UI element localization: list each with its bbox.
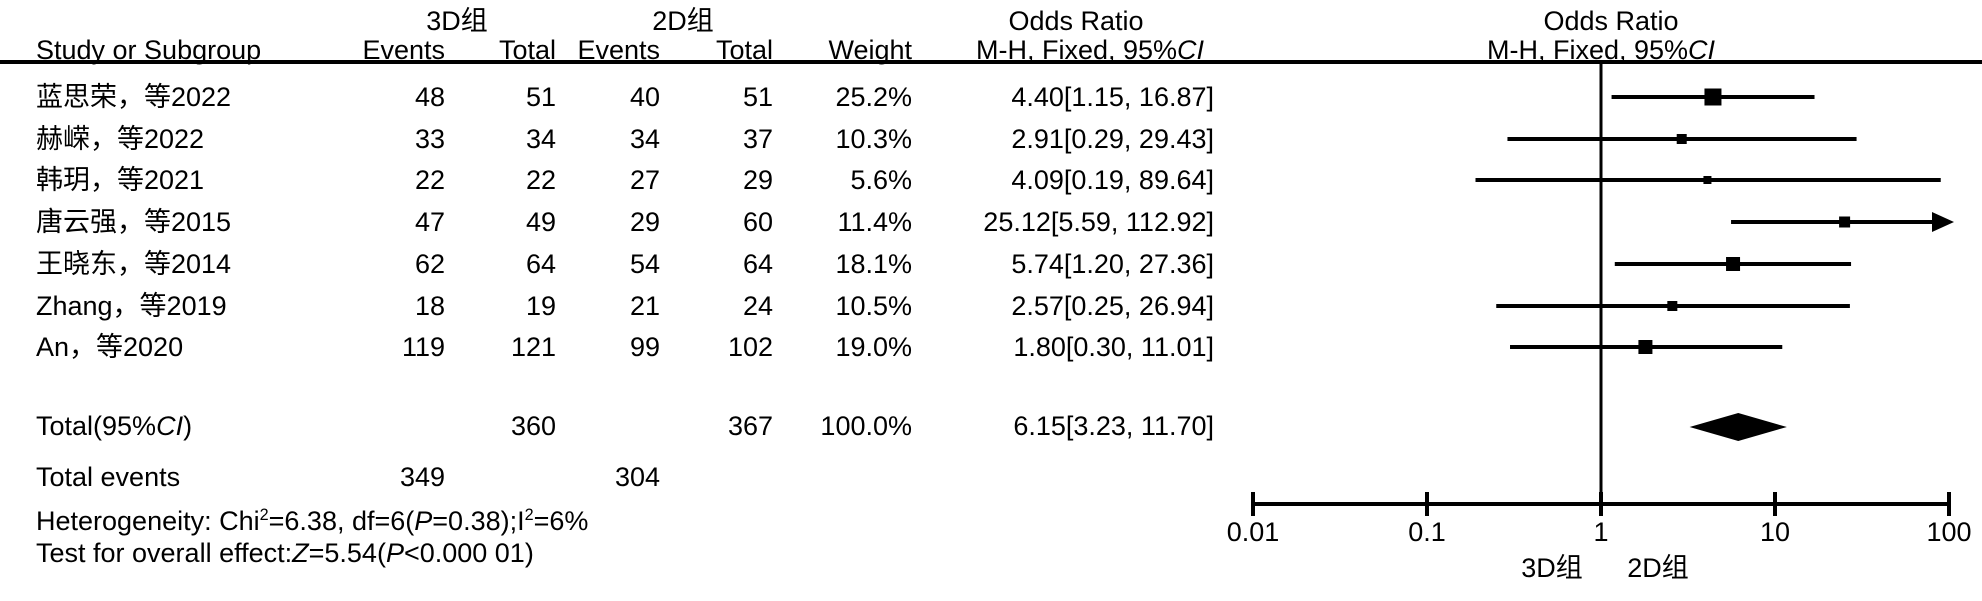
column-header-total-3d: Total bbox=[498, 35, 556, 65]
axis-tick-label: 0.1 bbox=[1408, 517, 1446, 547]
total-or-value: 6.15[3.23, 11.70] bbox=[1013, 411, 1214, 441]
total-2d-value: 37 bbox=[742, 124, 773, 154]
events-2d-value: 29 bbox=[629, 207, 660, 237]
column-header-total-2d: Total bbox=[715, 35, 773, 65]
events-3d-value: 22 bbox=[414, 165, 445, 195]
table-row: 唐云强，等2015 47 49 29 60 11.4% 25.12[5.59, 112.92… bbox=[0, 201, 1982, 243]
axis-tick-label: 100 bbox=[1926, 517, 1972, 547]
group-header-3d: 3D组 bbox=[426, 6, 488, 36]
overall-effect-text: Test for overall effect:Z=5.54(P<0.000 0… bbox=[36, 538, 534, 568]
study-label: 王晓东，等2014 bbox=[36, 249, 232, 279]
column-header-mh-ci-text: M-H, Fixed, 95%CI bbox=[975, 35, 1205, 65]
events-2d-value: 34 bbox=[629, 124, 660, 154]
axis-tick-label: 0.01 bbox=[1226, 517, 1280, 547]
study-label: 蓝思荣，等2022 bbox=[36, 82, 232, 112]
column-header-weight: Weight bbox=[828, 35, 912, 65]
events-2d-value: 54 bbox=[629, 249, 660, 279]
total-row: Total(95%CI) 360 367 100.0% 6.15[3.23, 1… bbox=[0, 405, 1982, 447]
total-2d-value: 51 bbox=[742, 82, 773, 112]
weight-value: 18.1% bbox=[835, 249, 912, 279]
column-header-mh-ci-plot: M-H, Fixed, 95%CI bbox=[1486, 35, 1716, 65]
heterogeneity-text: Heterogeneity: Chi2=6.38, df=6(P=0.38);I… bbox=[36, 506, 589, 536]
total-weight-value: 100.0% bbox=[820, 411, 912, 441]
study-label: 唐云强，等2015 bbox=[36, 207, 232, 237]
axis-right-group-label: 2D组 bbox=[1627, 553, 1689, 583]
table-row: Zhang，等2019 18 19 21 24 10.5% 2.57[0.25, 26.94… bbox=[0, 285, 1982, 327]
events-3d-value: 48 bbox=[414, 82, 445, 112]
heterogeneity-row: Heterogeneity: Chi2=6.38, df=6(P=0.38);I… bbox=[0, 494, 1982, 536]
or-ci-value: 4.40[1.15, 16.87] bbox=[1011, 82, 1214, 112]
weight-value: 5.6% bbox=[850, 165, 912, 195]
total-events-label: Total events bbox=[36, 462, 181, 492]
events-3d-value: 33 bbox=[414, 124, 445, 154]
odds-ratio-title-plot-column: Odds Ratio bbox=[1543, 6, 1679, 36]
total-2d-value: 102 bbox=[727, 332, 773, 362]
header-group-row: 3D组 2D组 Odds Ratio Odds Ratio bbox=[0, 0, 1982, 42]
events-3d-value: 18 bbox=[414, 291, 445, 321]
total-label: Total(95%CI) bbox=[36, 411, 193, 441]
events-3d-value: 119 bbox=[401, 332, 445, 362]
total-3d-value: 34 bbox=[525, 124, 556, 154]
overall-effect-row: Test for overall effect:Z=5.54(P<0.000 0… bbox=[0, 532, 1982, 574]
total-events-3d-value: 349 bbox=[399, 462, 445, 492]
table-row: 赫嵘，等2022 33 34 34 37 10.3% 2.91[0.29, 29.43] bbox=[0, 118, 1982, 160]
events-3d-value: 62 bbox=[414, 249, 445, 279]
column-header-study: Study or Subgroup bbox=[36, 35, 262, 65]
total-2d-value: 60 bbox=[742, 207, 773, 237]
axis-tick-label: 1 bbox=[1593, 517, 1609, 547]
table-row: 韩玥，等2021 22 22 27 29 5.6% 4.09[0.19, 89.64] bbox=[0, 159, 1982, 201]
weight-value: 10.5% bbox=[835, 291, 912, 321]
or-ci-value: 25.12[5.59, 112.92] bbox=[983, 207, 1214, 237]
or-ci-value: 4.09[0.19, 89.64] bbox=[1011, 165, 1214, 195]
study-label: 韩玥，等2021 bbox=[36, 165, 205, 195]
column-header-events-2d: Events bbox=[577, 35, 660, 65]
total-3d-value: 22 bbox=[525, 165, 556, 195]
table-row: 蓝思荣，等2022 48 51 40 51 25.2% 4.40[1.15, 16.87] bbox=[0, 76, 1982, 118]
header-divider bbox=[0, 60, 1982, 64]
table-row: An，等2020 119 121 99 102 19.0% 1.80[0.30, 11.01… bbox=[0, 326, 1982, 368]
axis-tick-label: 10 bbox=[1759, 517, 1791, 547]
total-3d-value: 49 bbox=[525, 207, 556, 237]
study-label: 赫嵘，等2022 bbox=[36, 124, 205, 154]
total-2d-value: 64 bbox=[742, 249, 773, 279]
or-ci-value: 5.74[1.20, 27.36] bbox=[1011, 249, 1214, 279]
weight-value: 19.0% bbox=[835, 332, 912, 362]
total-events-row: Total events 349 304 bbox=[0, 456, 1982, 498]
events-3d-value: 47 bbox=[414, 207, 445, 237]
total-3d-value: 19 bbox=[525, 291, 556, 321]
events-2d-value: 27 bbox=[629, 165, 660, 195]
header-column-row: Study or Subgroup Events Total Events To… bbox=[0, 29, 1982, 71]
odds-ratio-title-text-column: Odds Ratio bbox=[1008, 6, 1144, 36]
total-2d-value: 24 bbox=[742, 291, 773, 321]
total-events-2d-value: 304 bbox=[614, 462, 660, 492]
total-2d-value: 367 bbox=[727, 411, 773, 441]
or-ci-value: 2.57[0.25, 26.94] bbox=[1011, 291, 1214, 321]
weight-value: 10.3% bbox=[835, 124, 912, 154]
study-label: An，等2020 bbox=[36, 332, 184, 362]
events-2d-value: 21 bbox=[629, 291, 660, 321]
column-header-events-3d: Events bbox=[362, 35, 445, 65]
events-2d-value: 99 bbox=[629, 332, 660, 362]
or-ci-value: 2.91[0.29, 29.43] bbox=[1011, 124, 1214, 154]
total-2d-value: 29 bbox=[742, 165, 773, 195]
weight-value: 25.2% bbox=[835, 82, 912, 112]
total-3d-value: 360 bbox=[510, 411, 556, 441]
total-3d-value: 121 bbox=[510, 332, 556, 362]
table-row: 王晓东，等2014 62 64 54 64 18.1% 5.74[1.20, 27.36] bbox=[0, 243, 1982, 285]
group-header-2d: 2D组 bbox=[652, 6, 714, 36]
or-ci-value: 1.80[0.30, 11.01] bbox=[1013, 332, 1214, 362]
axis-left-group-label: 3D组 bbox=[1521, 553, 1583, 583]
total-3d-value: 51 bbox=[525, 82, 556, 112]
total-3d-value: 64 bbox=[525, 249, 556, 279]
study-label: Zhang，等2019 bbox=[36, 291, 227, 321]
weight-value: 11.4% bbox=[837, 207, 912, 237]
events-2d-value: 40 bbox=[629, 82, 660, 112]
